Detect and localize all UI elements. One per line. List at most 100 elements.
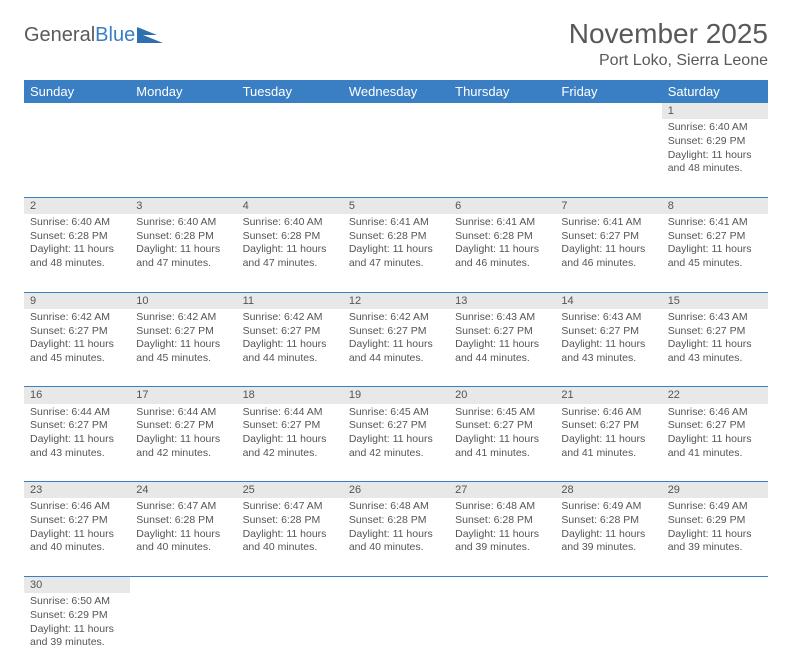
sunset-line: Sunset: 6:28 PM	[243, 514, 337, 528]
sunrise-line: Sunrise: 6:45 AM	[455, 406, 549, 420]
sunrise-line: Sunrise: 6:46 AM	[561, 406, 655, 420]
sunrise-line: Sunrise: 6:48 AM	[455, 500, 549, 514]
day-number-cell	[449, 103, 555, 119]
page-title: November 2025	[569, 18, 768, 50]
daynum-row: 30	[24, 576, 768, 593]
logo: GeneralBlue	[24, 24, 163, 47]
title-block: November 2025 Port Loko, Sierra Leone	[569, 18, 768, 70]
sunset-line: Sunset: 6:27 PM	[668, 325, 762, 339]
daylight-line: Daylight: 11 hours and 45 minutes.	[30, 338, 124, 365]
calendar-body: 1Sunrise: 6:40 AMSunset: 6:29 PMDaylight…	[24, 103, 768, 671]
sunset-line: Sunset: 6:28 PM	[30, 230, 124, 244]
sunrise-line: Sunrise: 6:41 AM	[349, 216, 443, 230]
sunset-line: Sunset: 6:29 PM	[30, 609, 124, 623]
day-content-cell	[343, 593, 449, 671]
sunrise-line: Sunrise: 6:42 AM	[349, 311, 443, 325]
sunset-line: Sunset: 6:29 PM	[668, 514, 762, 528]
sunset-line: Sunset: 6:28 PM	[455, 230, 549, 244]
day-number-cell	[237, 576, 343, 593]
weekday-header: Wednesday	[343, 80, 449, 103]
sunrise-line: Sunrise: 6:41 AM	[561, 216, 655, 230]
day-number-cell	[555, 103, 661, 119]
day-number-cell: 13	[449, 292, 555, 309]
day-content-cell: Sunrise: 6:43 AMSunset: 6:27 PMDaylight:…	[555, 309, 661, 387]
sunset-line: Sunset: 6:28 PM	[349, 514, 443, 528]
day-number-cell: 2	[24, 197, 130, 214]
sunset-line: Sunset: 6:28 PM	[349, 230, 443, 244]
day-content-cell: Sunrise: 6:50 AMSunset: 6:29 PMDaylight:…	[24, 593, 130, 671]
day-number-cell: 30	[24, 576, 130, 593]
day-content-cell	[130, 119, 236, 197]
day-content-cell	[555, 593, 661, 671]
daylight-line: Daylight: 11 hours and 48 minutes.	[30, 243, 124, 270]
day-content-cell: Sunrise: 6:41 AMSunset: 6:28 PMDaylight:…	[343, 214, 449, 292]
logo-text-2: Blue	[95, 24, 135, 46]
day-content-cell	[343, 119, 449, 197]
day-number-cell	[449, 576, 555, 593]
sunset-line: Sunset: 6:28 PM	[136, 230, 230, 244]
day-number-cell	[343, 576, 449, 593]
daylight-line: Daylight: 11 hours and 41 minutes.	[561, 433, 655, 460]
day-number-cell: 29	[662, 482, 768, 499]
day-number-cell: 18	[237, 387, 343, 404]
day-content-cell: Sunrise: 6:49 AMSunset: 6:29 PMDaylight:…	[662, 498, 768, 576]
logo-text-1: General	[24, 24, 95, 46]
sunset-line: Sunset: 6:27 PM	[561, 230, 655, 244]
calendar-table: SundayMondayTuesdayWednesdayThursdayFrid…	[24, 80, 768, 671]
sunset-line: Sunset: 6:27 PM	[455, 419, 549, 433]
flag-icon	[137, 25, 163, 43]
sunrise-line: Sunrise: 6:46 AM	[668, 406, 762, 420]
day-content-cell	[237, 119, 343, 197]
sunrise-line: Sunrise: 6:42 AM	[243, 311, 337, 325]
day-content-cell: Sunrise: 6:40 AMSunset: 6:29 PMDaylight:…	[662, 119, 768, 197]
sunrise-line: Sunrise: 6:49 AM	[668, 500, 762, 514]
daylight-line: Daylight: 11 hours and 39 minutes.	[30, 623, 124, 650]
sunset-line: Sunset: 6:27 PM	[561, 419, 655, 433]
day-content-cell: Sunrise: 6:42 AMSunset: 6:27 PMDaylight:…	[343, 309, 449, 387]
day-number-cell: 11	[237, 292, 343, 309]
day-number-cell	[662, 576, 768, 593]
daylight-line: Daylight: 11 hours and 41 minutes.	[668, 433, 762, 460]
day-number-cell: 5	[343, 197, 449, 214]
sunrise-line: Sunrise: 6:40 AM	[30, 216, 124, 230]
content-row: Sunrise: 6:40 AMSunset: 6:28 PMDaylight:…	[24, 214, 768, 292]
daylight-line: Daylight: 11 hours and 43 minutes.	[668, 338, 762, 365]
day-number-cell	[343, 103, 449, 119]
sunset-line: Sunset: 6:27 PM	[30, 419, 124, 433]
daylight-line: Daylight: 11 hours and 42 minutes.	[349, 433, 443, 460]
page-subtitle: Port Loko, Sierra Leone	[569, 52, 768, 70]
day-number-cell: 20	[449, 387, 555, 404]
day-content-cell	[662, 593, 768, 671]
daylight-line: Daylight: 11 hours and 46 minutes.	[455, 243, 549, 270]
day-number-cell: 23	[24, 482, 130, 499]
day-number-cell	[130, 576, 236, 593]
daylight-line: Daylight: 11 hours and 44 minutes.	[243, 338, 337, 365]
sunrise-line: Sunrise: 6:41 AM	[455, 216, 549, 230]
sunset-line: Sunset: 6:27 PM	[136, 325, 230, 339]
daynum-row: 23242526272829	[24, 482, 768, 499]
day-number-cell: 17	[130, 387, 236, 404]
day-number-cell: 24	[130, 482, 236, 499]
sunrise-line: Sunrise: 6:44 AM	[30, 406, 124, 420]
day-content-cell	[449, 119, 555, 197]
day-number-cell: 25	[237, 482, 343, 499]
day-content-cell: Sunrise: 6:46 AMSunset: 6:27 PMDaylight:…	[24, 498, 130, 576]
daylight-line: Daylight: 11 hours and 44 minutes.	[455, 338, 549, 365]
sunrise-line: Sunrise: 6:50 AM	[30, 595, 124, 609]
weekday-header: Thursday	[449, 80, 555, 103]
weekday-header: Monday	[130, 80, 236, 103]
daylight-line: Daylight: 11 hours and 43 minutes.	[561, 338, 655, 365]
day-number-cell	[237, 103, 343, 119]
day-content-cell: Sunrise: 6:44 AMSunset: 6:27 PMDaylight:…	[130, 404, 236, 482]
day-number-cell: 7	[555, 197, 661, 214]
day-content-cell: Sunrise: 6:44 AMSunset: 6:27 PMDaylight:…	[24, 404, 130, 482]
sunrise-line: Sunrise: 6:49 AM	[561, 500, 655, 514]
day-number-cell	[24, 103, 130, 119]
sunrise-line: Sunrise: 6:42 AM	[30, 311, 124, 325]
daylight-line: Daylight: 11 hours and 47 minutes.	[136, 243, 230, 270]
day-content-cell: Sunrise: 6:48 AMSunset: 6:28 PMDaylight:…	[343, 498, 449, 576]
day-number-cell: 19	[343, 387, 449, 404]
day-number-cell: 28	[555, 482, 661, 499]
day-number-cell: 9	[24, 292, 130, 309]
daylight-line: Daylight: 11 hours and 39 minutes.	[455, 528, 549, 555]
